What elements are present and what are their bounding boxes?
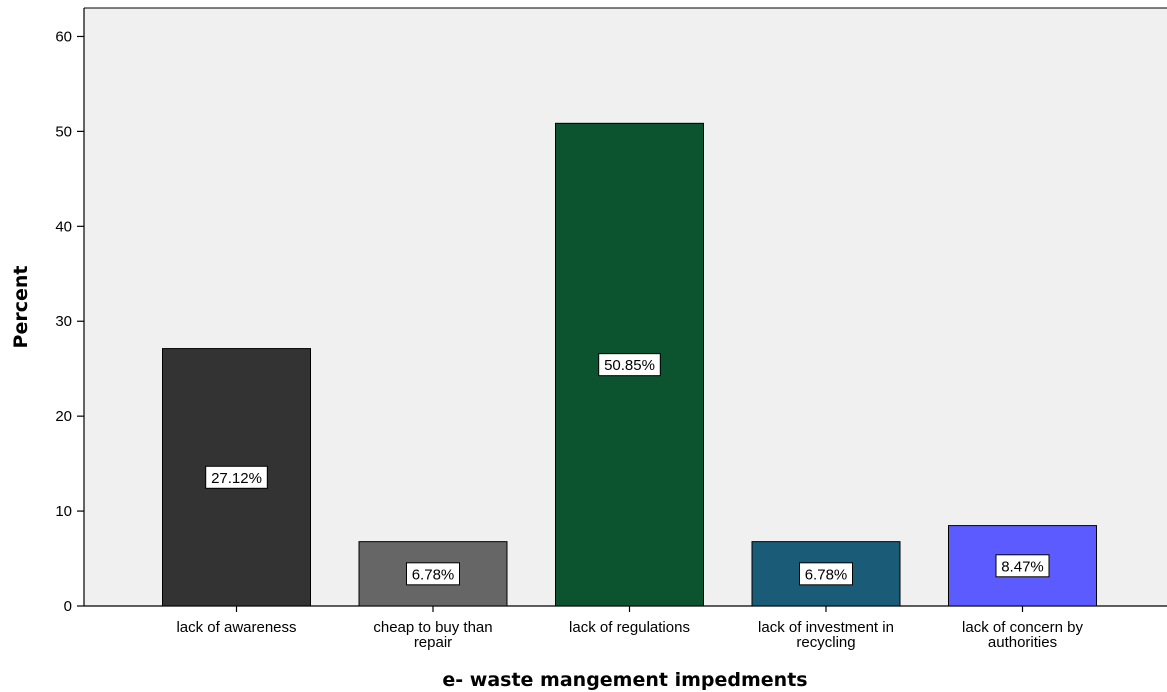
- data-label: 8.47%: [1001, 558, 1044, 575]
- y-axis-ticks: 0 10 20 30 40 50 60: [55, 28, 84, 615]
- y-tick-label: 50: [55, 123, 72, 140]
- data-label: 6.78%: [412, 566, 455, 583]
- y-tick-label: 0: [64, 598, 72, 615]
- y-tick-label: 30: [55, 313, 72, 330]
- data-label-box: [995, 554, 1050, 578]
- data-label-box: [406, 562, 460, 586]
- data-label: 50.85%: [604, 357, 655, 374]
- y-tick-label: 20: [55, 408, 72, 425]
- category-label: lack of investment in recycling: [758, 619, 894, 651]
- data-label-box: [598, 353, 661, 377]
- x-axis-title: e- waste mangement impedments: [442, 669, 807, 691]
- category-label: lack of regulations: [569, 619, 690, 636]
- bars: 27.12% 6.78% 50.85% 6.78% 8.47%: [162, 122, 1097, 607]
- data-label-box: [799, 562, 853, 586]
- data-label-box: [205, 465, 268, 489]
- category-label: lack of awareness: [176, 619, 296, 636]
- data-label: 27.12%: [211, 470, 262, 487]
- category-label: cheap to buy than repair: [373, 619, 492, 651]
- category-label: lack of concern by authorities: [962, 619, 1083, 651]
- y-tick-label: 60: [55, 28, 72, 45]
- y-axis-title: Percent: [10, 266, 32, 349]
- category-labels: lack of awareness cheap to buy than repair…: [176, 606, 1083, 651]
- y-tick-label: 10: [55, 503, 72, 520]
- data-label: 6.78%: [805, 566, 848, 583]
- y-tick-label: 40: [55, 218, 72, 235]
